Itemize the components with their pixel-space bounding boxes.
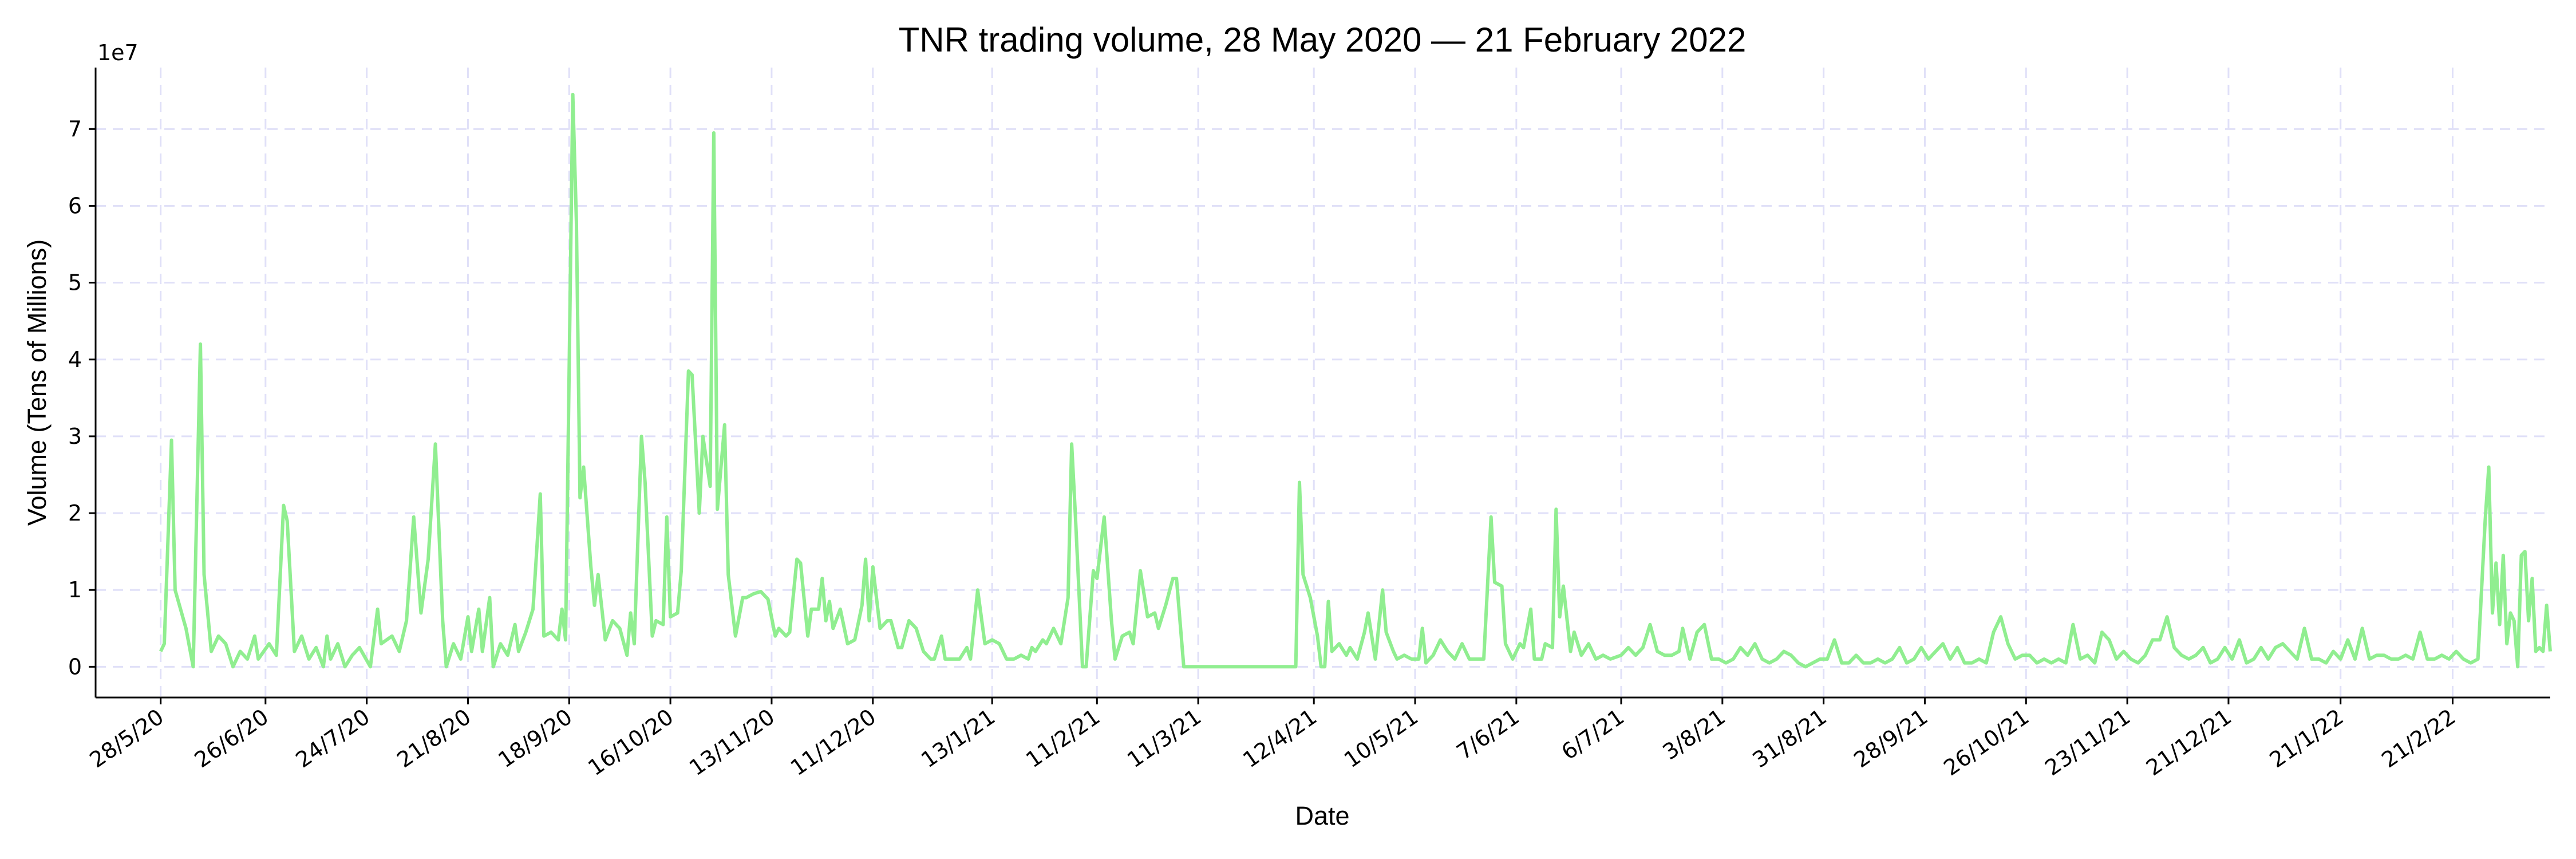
axes <box>94 68 2550 699</box>
x-tick-label: 21/1/22 <box>2265 704 2348 773</box>
y-tick-label: 5 <box>68 270 82 295</box>
series-line-volume <box>159 93 2552 669</box>
x-tick-label: 23/11/21 <box>2040 704 2135 781</box>
x-tick-label: 3/8/21 <box>1658 704 1730 765</box>
series-group <box>159 93 2552 669</box>
x-tick-label: 21/12/21 <box>2142 704 2236 781</box>
y-axis-offset-label: 1e7 <box>97 40 139 65</box>
y-ticks: 0 1 2 3 4 5 6 7 <box>68 116 96 679</box>
x-tick-label: 21/8/20 <box>392 704 475 773</box>
x-tick-label: 26/10/21 <box>1939 704 2033 781</box>
x-tick-label: 13/11/20 <box>685 704 779 781</box>
x-axis-label: Date <box>1295 801 1349 830</box>
chart-title: TNR trading volume, 28 May 2020 — 21 Feb… <box>899 21 1747 59</box>
y-tick-label: 4 <box>68 347 82 372</box>
y-tick-label: 2 <box>68 501 82 526</box>
x-ticks: 28/5/20 26/6/20 24/7/20 21/8/20 18/9/20 16/10… <box>85 698 2460 781</box>
x-tick-label: 31/8/21 <box>1748 704 1831 773</box>
x-tick-label: 10/5/21 <box>1340 704 1423 773</box>
x-tick-label: 16/10/20 <box>583 704 678 781</box>
x-tick-label: 28/5/20 <box>85 704 168 773</box>
x-tick-label: 11/12/20 <box>786 704 880 781</box>
y-tick-label: 0 <box>68 654 82 679</box>
y-tick-label: 7 <box>68 116 82 141</box>
x-tick-label: 11/2/21 <box>1021 704 1104 773</box>
x-tick-label: 11/3/21 <box>1123 704 1206 773</box>
y-tick-label: 6 <box>68 193 82 218</box>
y-tick-label: 3 <box>68 424 82 449</box>
x-tick-label: 24/7/20 <box>291 704 374 773</box>
y-tick-label: 1 <box>68 577 82 602</box>
x-tick-label: 12/4/21 <box>1238 704 1321 773</box>
x-tick-label: 28/9/21 <box>1849 704 1932 773</box>
x-tick-label: 18/9/20 <box>493 704 576 773</box>
grid <box>96 68 2550 698</box>
x-tick-label: 7/6/21 <box>1452 704 1524 765</box>
x-tick-label: 13/1/21 <box>916 704 999 773</box>
x-tick-label: 21/2/22 <box>2377 704 2460 773</box>
y-axis-label: Volume (Tens of Millions) <box>22 239 52 526</box>
x-tick-label: 6/7/21 <box>1557 704 1629 765</box>
x-tick-label: 26/6/20 <box>190 704 273 773</box>
